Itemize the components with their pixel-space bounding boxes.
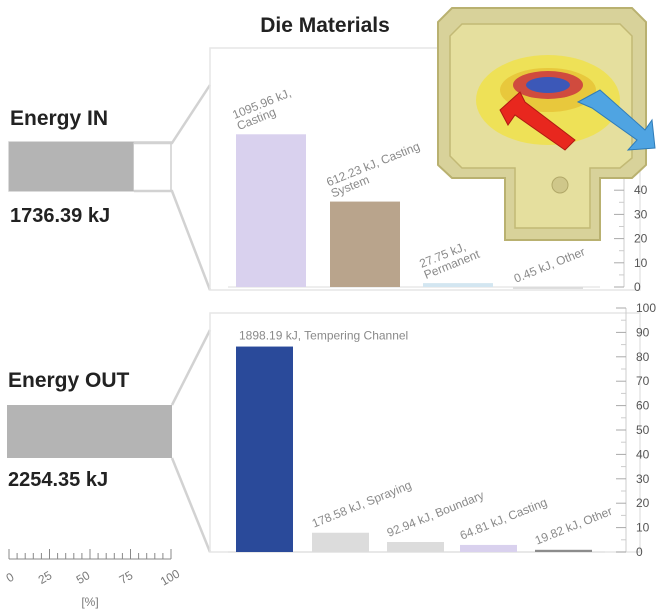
bottom-chart-tick-label: 30 [636,472,650,486]
bottom-chart-bar [535,549,592,552]
top-chart-tick-label: 20 [634,232,648,246]
top-chart-tick-label: 40 [634,183,648,197]
top-chart-data-label: 27.75 kJ,Permanent [417,236,482,282]
top-chart-data-label: 1095.96 kJ,Casting [230,86,297,133]
connector-lines [134,84,212,553]
top-chart-tick-label: 10 [634,256,648,270]
bottom-chart-bar [312,532,369,552]
top-chart-title: Die Materials [260,14,390,37]
percent-tick-50: 50 [74,568,93,587]
bottom-chart-tick-label: 100 [636,301,656,315]
percent-tick-75: 75 [117,568,136,587]
energy-in-bar [9,142,134,191]
bottom-chart-tick-label: 80 [636,350,650,364]
top-chart-bar [513,286,583,289]
bottom-chart-tick-label: 20 [636,496,650,510]
top-chart-tick-label: 0 [634,280,641,294]
percent-tick-25: 25 [36,568,55,587]
percent-tick-100: 100 [158,566,183,588]
top-chart-bar [330,201,400,287]
energy-out-label: Energy OUT [8,369,130,392]
energy-in-label: Energy IN [10,107,108,130]
percent-scale: 0 25 50 75 100 [%] [4,549,183,609]
bottom-chart-panel [209,312,641,553]
bottom-chart-tick-label: 0 [636,545,643,559]
top-chart-tick-label: 30 [634,207,648,221]
bottom-chart-tick-label: 70 [636,374,650,388]
bottom-chart-data-label: 1898.19 kJ, Tempering Channel [239,329,408,343]
percent-tick-0: 0 [4,570,17,586]
energy-in-value: 1736.39 kJ [10,205,110,227]
die-model-illustration [437,7,656,241]
bottom-chart-tick-label: 50 [636,423,650,437]
top-chart-bar [236,134,306,287]
top-chart-data-label: 612.23 kJ, CastingSystem [324,139,426,200]
bottom-chart-bar [387,541,444,552]
energy-out-bar [7,405,172,458]
bottom-chart-bar [460,544,517,552]
top-chart-data-label: 0.45 kJ, Other [512,244,587,285]
bottom-chart-data-label: 19.82 kJ, Other [533,504,614,548]
percent-unit: [%] [81,595,98,609]
bottom-chart-tick-label: 10 [636,521,650,535]
bottom-chart-bar [236,346,293,552]
bottom-chart-tick-label: 90 [636,325,650,339]
top-chart-bar [423,283,493,287]
energy-out-value: 2254.35 kJ [8,469,108,491]
bottom-chart-tick-label: 60 [636,399,650,413]
bottom-chart-tick-label: 40 [636,447,650,461]
